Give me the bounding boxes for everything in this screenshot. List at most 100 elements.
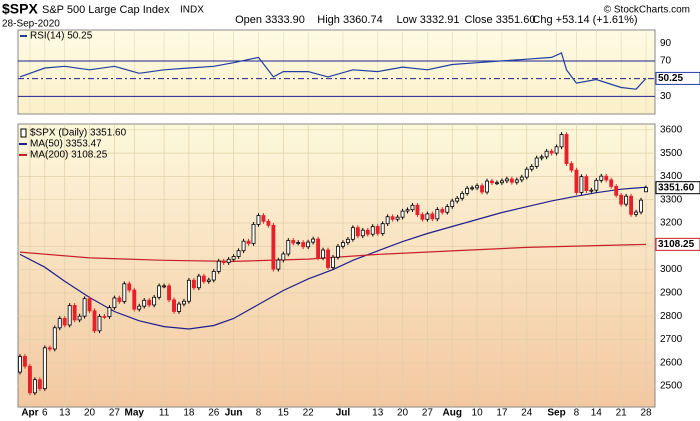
candle-body [266, 220, 271, 226]
candle-body [226, 258, 231, 263]
candle-body [584, 176, 589, 192]
quote-item: Open 3333.90 [235, 14, 305, 26]
candle-body [261, 215, 266, 222]
security-name: S&P 500 Large Cap Index [42, 4, 170, 16]
x-tick-label: 13 [372, 408, 384, 419]
candle-body [460, 193, 465, 199]
x-tick-label: Aug [443, 408, 462, 419]
x-tick-label: Sep [547, 408, 565, 419]
y-tick-label: 2900 [660, 288, 683, 299]
y-tick-label: 2500 [660, 381, 683, 392]
candle-body [390, 216, 395, 220]
y-tick-label: 2700 [660, 334, 683, 345]
candle-body [281, 253, 286, 261]
candle-body [87, 298, 92, 312]
y-tick-label: 3300 [660, 194, 683, 205]
candle-body [211, 271, 216, 281]
candle-body [251, 223, 256, 244]
candle-body [172, 299, 176, 312]
candle-body [634, 211, 639, 215]
candle-body [122, 283, 127, 302]
y-tick-label: 3000 [660, 264, 683, 275]
x-tick-label: 10 [472, 408, 484, 419]
candle-body [340, 242, 345, 247]
candle-body [72, 305, 77, 321]
quote-item: Low 3332.91 [397, 14, 460, 26]
legend-swatch [20, 128, 27, 138]
x-tick-label: 6 [42, 408, 48, 419]
x-tick-label: 11 [159, 408, 170, 419]
rsi-line [19, 52, 647, 90]
x-tick-label: 13 [59, 408, 71, 419]
candle-body [246, 240, 251, 244]
candle-body [400, 210, 405, 218]
overlay-legend: MA(50) 3353.47 [30, 139, 102, 150]
last-value-box [655, 237, 700, 251]
candle-body [514, 179, 519, 183]
y-tick-label: 3600 [660, 124, 683, 135]
candle-body [186, 279, 191, 302]
candle-body [82, 298, 87, 317]
candle-body [380, 223, 385, 234]
candle-body [410, 204, 415, 211]
last-value-label: 50.25 [658, 73, 683, 84]
x-tick-label: 20 [397, 408, 409, 419]
date: 28-Sep-2020 [2, 19, 60, 30]
candle-body [321, 249, 326, 259]
candle-body [539, 156, 544, 159]
x-tick-label: 26 [208, 408, 220, 419]
y-tick-label: 2800 [660, 311, 683, 322]
candle-body [67, 305, 72, 326]
candle-body [345, 238, 350, 243]
candle-body [629, 195, 634, 215]
candle-body [425, 213, 430, 220]
candle-body [509, 178, 514, 183]
candle-body [599, 175, 604, 181]
candle-body [430, 213, 435, 220]
candle-body [435, 209, 440, 220]
rsi-panel [17, 29, 656, 115]
candle-body [490, 180, 494, 184]
candle-body [614, 186, 619, 196]
candle-body [127, 283, 132, 291]
candle-body [47, 347, 52, 350]
candle-body [316, 238, 321, 259]
candle-body [559, 134, 564, 148]
x-tick-label: 20 [84, 408, 96, 419]
candle-body [624, 195, 629, 205]
candle-body [445, 206, 450, 213]
candle-body [336, 245, 340, 258]
candle-body [534, 157, 539, 167]
x-tick-label: 28 [640, 408, 652, 419]
candle-body [137, 305, 142, 310]
candle-body [107, 307, 112, 318]
candle-body [524, 168, 529, 178]
candle-body [420, 214, 425, 220]
x-tick-label: 22 [303, 408, 315, 419]
candle-body [499, 180, 504, 184]
candle-body [326, 249, 330, 268]
y-tick-label: 3500 [660, 148, 683, 159]
candle-body [256, 215, 261, 225]
candle-body [206, 279, 211, 282]
candle-body [405, 209, 410, 212]
candle-body [162, 285, 167, 288]
candle-body [375, 226, 380, 234]
candle-body [52, 327, 57, 350]
x-tick-label: Jul [336, 408, 351, 419]
candle-body [216, 260, 221, 272]
candle-body [177, 303, 181, 312]
candle-body [465, 187, 470, 194]
candle-body [147, 299, 152, 306]
candle-body [132, 289, 137, 310]
candle-body [644, 187, 648, 193]
x-tick-label: 21 [616, 408, 628, 419]
candle-body [117, 297, 122, 302]
candle-body [519, 176, 524, 181]
candle-body [639, 199, 643, 213]
candle-body [415, 204, 420, 216]
x-tick-label: 27 [109, 408, 121, 419]
candle-body [92, 310, 97, 332]
candle-body [286, 240, 291, 255]
